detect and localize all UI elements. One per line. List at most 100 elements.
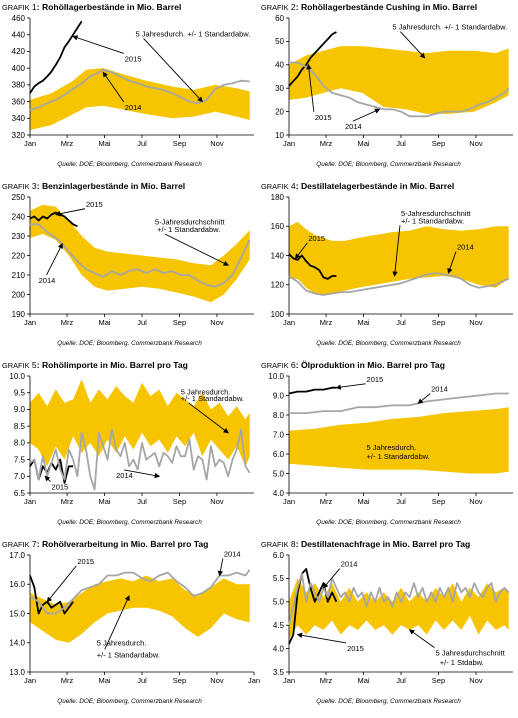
chart-title-text: Ölproduktion in Mio. Barrel pro Tag <box>300 360 445 370</box>
chart-plot: 13.0 14.0 15.0 16.0 17.0 Jan Mrz Mai Jul Sep Nov Ja… <box>9 549 260 685</box>
chart-label-number: 3 <box>31 181 37 191</box>
x-tick-label: Jul <box>137 497 147 506</box>
chart-title: Grafik 8: Destillatenachfrage in Mio. Ba… <box>261 539 471 549</box>
chart-label-word: Grafik <box>261 182 289 191</box>
series-line-2015 <box>29 20 83 94</box>
annotation-label: 2014 <box>39 276 56 285</box>
annotation-arrow <box>72 35 124 54</box>
annotation-arrow <box>164 233 229 266</box>
chart-plot: 100 120 140 160 180 Jan Mrz Mai Jul Sep Nov 2015 5-J… <box>271 193 513 327</box>
y-tick-label: 210 <box>12 271 26 280</box>
x-tick-label: Mai <box>98 318 110 327</box>
x-tick-label: Jan <box>24 139 36 148</box>
x-tick-label: Nov <box>469 318 483 327</box>
annotation-label: 2015 <box>367 375 384 384</box>
x-tick-label: Mrz <box>61 139 74 148</box>
chart-title-text: Destillatelagerbestände in Mio. Barrel <box>300 181 455 191</box>
chart-label-number: 7 <box>31 539 37 549</box>
series-line-2014 <box>288 572 510 626</box>
annotation-label: 2015 <box>52 483 69 492</box>
y-tick-label: 200 <box>12 290 26 299</box>
y-tick-label: 250 <box>12 193 26 202</box>
annotation-label: 2015 <box>125 54 142 63</box>
chart-plot: 4.0 5.0 6.0 7.0 8.0 9.0 10.0 Jan Mrz Mai Jul Sep Nov… <box>268 372 513 506</box>
y-tick-label: 4.5 <box>273 621 285 630</box>
chart-source: Quelle: DOE; Bloomberg, Commerzbank Rese… <box>316 161 461 168</box>
y-tick-label: 9.5 <box>14 389 26 398</box>
chart-plot: 6.5 7.0 7.5 8.0 8.5 9.0 9.5 10.0 Jan Mrz Mai Jul Sep… <box>9 372 254 506</box>
y-tick-label: 100 <box>271 310 285 319</box>
y-tick-label: 420 <box>12 47 26 56</box>
y-tick-label: 14.0 <box>9 639 25 648</box>
y-tick-label: 400 <box>12 64 26 73</box>
chart-title-text: Rohöllagerbestände in Mio. Barrel <box>41 2 182 12</box>
annotation-arrow <box>46 242 63 276</box>
annotation-arrow <box>124 469 161 479</box>
annotation-label: 5 Jahresdurch. <box>181 387 231 396</box>
chart-label-number: 5 <box>31 360 37 370</box>
annotation-label: 5 Jahresdurch. <box>367 443 417 452</box>
series-line-2015 <box>288 31 337 87</box>
annotation-arrow <box>417 393 431 404</box>
y-tick-label: 30 <box>275 84 284 93</box>
chart-source: Quelle: DOE; Bloomberg, Commerzbank Rese… <box>57 340 202 347</box>
y-tick-label: 13.0 <box>9 668 25 677</box>
x-tick-label: Jul <box>396 676 406 685</box>
x-tick-label: Jan <box>283 139 295 148</box>
x-tick-label: Mai <box>357 139 369 148</box>
x-tick-label: Jul <box>396 139 406 148</box>
x-tick-label: Nov <box>469 676 483 685</box>
series-line-2015 <box>288 253 337 280</box>
y-tick-label: 190 <box>12 310 26 319</box>
annotation-arrow <box>408 629 435 648</box>
y-tick-label: 440 <box>12 31 26 40</box>
annotation-label: 2015 <box>77 557 94 566</box>
x-tick-label: Mrz <box>320 139 333 148</box>
chart-title: Grafik 2: Rohöllagerbestände Cushing in … <box>261 2 478 12</box>
annotation-label: 2014 <box>457 243 474 252</box>
chart-plot: 320 340 360 380 400 420 440 460 Jan Mrz Mai Jul Sep N… <box>12 14 254 148</box>
band-area <box>289 46 509 114</box>
y-tick-label: 340 <box>12 114 26 123</box>
series-line-2015 <box>288 568 338 645</box>
chart-title: Grafik 1: Rohöllagerbestände in Mio. Bar… <box>2 2 182 12</box>
chart-panel-2: Grafik 2: Rohöllagerbestände Cushing in … <box>259 0 518 179</box>
series-line-2015 <box>29 575 74 615</box>
y-tick-label: 320 <box>12 131 26 140</box>
annotation-arrow <box>217 558 224 577</box>
chart-source: Quelle: DOE; Bloomberg, Commerzbank Rese… <box>316 340 461 347</box>
x-tick-label: Nov <box>210 318 224 327</box>
band-area <box>289 407 509 474</box>
chart-label-number: 1 <box>31 2 37 12</box>
chart-panel-5: Grafik 5: Rohölimporte in Mio. Barrel pr… <box>0 358 259 537</box>
chart-plot: 190 200 210 220 230 240 250 Jan Mrz Mai Jul Sep Nov 2… <box>12 193 254 327</box>
x-tick-label: Jul <box>137 676 147 685</box>
annotation-label: 2014 <box>125 103 142 112</box>
annotation-arrow <box>294 242 308 260</box>
x-tick-label: Jan <box>24 497 36 506</box>
chart-label-number: 4 <box>290 181 296 191</box>
annotation-arrow <box>400 31 426 59</box>
x-tick-label: Mrz <box>61 497 74 506</box>
y-tick-label: 160 <box>271 222 285 231</box>
annotation-label: 2014 <box>116 471 133 480</box>
annotation-label: 2015 <box>347 644 364 653</box>
annotation-arrow <box>306 63 315 112</box>
annotation-arrow <box>54 208 86 217</box>
annotation-arrow <box>143 38 203 103</box>
y-tick-label: 7.5 <box>14 455 26 464</box>
chart-source: Quelle: DOE; Bloomberg, Commerzbank Rese… <box>57 161 202 168</box>
x-tick-label: Mrz <box>61 318 74 327</box>
series-line-2014 <box>29 428 251 491</box>
x-tick-label: Sep <box>173 676 186 685</box>
chart-panel-7: Grafik 7: Rohölverarbeitung in Mio. Barr… <box>0 537 260 716</box>
y-tick-label: 6.0 <box>273 551 285 560</box>
x-tick-label: Mrz <box>320 497 333 506</box>
chart-panel-4: Grafik 4: Destillatelagerbestände in Mio… <box>259 179 518 358</box>
y-tick-label: 360 <box>12 97 26 106</box>
x-tick-label: Jan <box>283 497 295 506</box>
chart-label-word: Grafik <box>261 3 289 12</box>
chart-title-text: Rohöllagerbestände Cushing in Mio. Barre… <box>300 2 478 12</box>
chart-title-text: Rohölimporte in Mio. Barrel pro Tag <box>41 360 188 370</box>
chart-title: Grafik 5: Rohölimporte in Mio. Barrel pr… <box>2 360 188 370</box>
